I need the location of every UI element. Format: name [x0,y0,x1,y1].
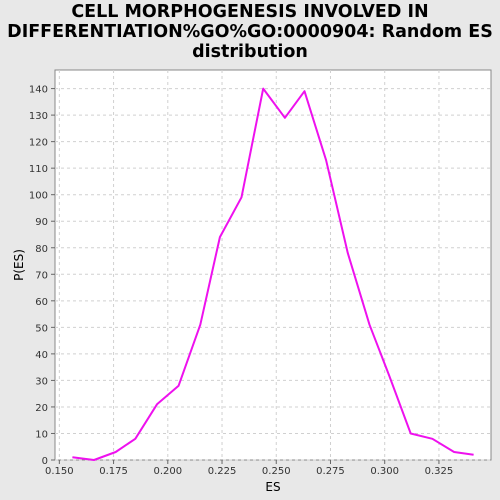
y-tick-label: 10 [35,429,48,440]
plot-area [54,69,492,461]
chart-title-line-1: CELL MORPHOGENESIS INVOLVED IN [71,2,429,22]
y-tick-label: 100 [29,191,48,202]
x-tick-label: 0.325 [425,466,454,477]
x-tick-label: 0.200 [153,466,182,477]
x-tick-label: 0.150 [45,466,74,477]
y-tick-label: 110 [29,164,48,175]
y-tick-label: 30 [35,376,48,387]
chart-title: CELL MORPHOGENESIS INVOLVED IN DIFFERENT… [0,2,500,62]
y-tick-label: 50 [35,323,48,334]
x-tick-label: 0.275 [316,466,345,477]
chart-title-line-3: distribution [192,42,308,62]
y-tick-label: 20 [35,403,48,414]
y-tick-label: 40 [35,350,48,361]
x-axis-label: ES [265,480,280,494]
y-tick-label: 70 [35,270,48,281]
series-lines [72,87,474,461]
series-line [72,87,474,461]
x-tick-label: 0.175 [99,466,128,477]
x-tick-label: 0.225 [208,466,237,477]
y-tick-label: 0 [42,456,48,467]
chart-title-line-2: DIFFERENTIATION%GO%GO:0000904: Random ES [7,22,493,42]
y-tick-label: 130 [29,111,48,122]
x-tick-label: 0.300 [370,466,399,477]
y-tick-label: 60 [35,297,48,308]
y-tick-label: 140 [29,85,48,96]
x-tick-label: 0.250 [262,466,291,477]
axes: 0 10 20 30 40 50 60 70 80 90 100 110 120 130 140 0.150 0… [29,85,453,477]
grid [55,70,491,461]
y-axis-label: P(ES) [12,249,26,281]
y-tick-label: 90 [35,217,48,228]
y-tick-label: 80 [35,244,48,255]
y-tick-label: 120 [29,138,48,149]
